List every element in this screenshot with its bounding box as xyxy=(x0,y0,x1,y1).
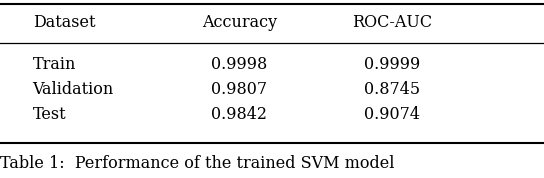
Text: Train: Train xyxy=(33,56,76,74)
Text: Table 1:  Performance of the trained SVM model: Table 1: Performance of the trained SVM … xyxy=(0,155,394,172)
Text: Dataset: Dataset xyxy=(33,14,95,31)
Text: 0.9998: 0.9998 xyxy=(211,56,268,74)
Text: 0.9807: 0.9807 xyxy=(211,81,268,98)
Text: 0.9074: 0.9074 xyxy=(364,106,419,123)
Text: 0.9842: 0.9842 xyxy=(212,106,267,123)
Text: ROC-AUC: ROC-AUC xyxy=(351,14,432,31)
Text: 0.9999: 0.9999 xyxy=(363,56,420,74)
Text: Validation: Validation xyxy=(33,81,114,98)
Text: Accuracy: Accuracy xyxy=(202,14,277,31)
Text: Test: Test xyxy=(33,106,66,123)
Text: 0.8745: 0.8745 xyxy=(363,81,420,98)
